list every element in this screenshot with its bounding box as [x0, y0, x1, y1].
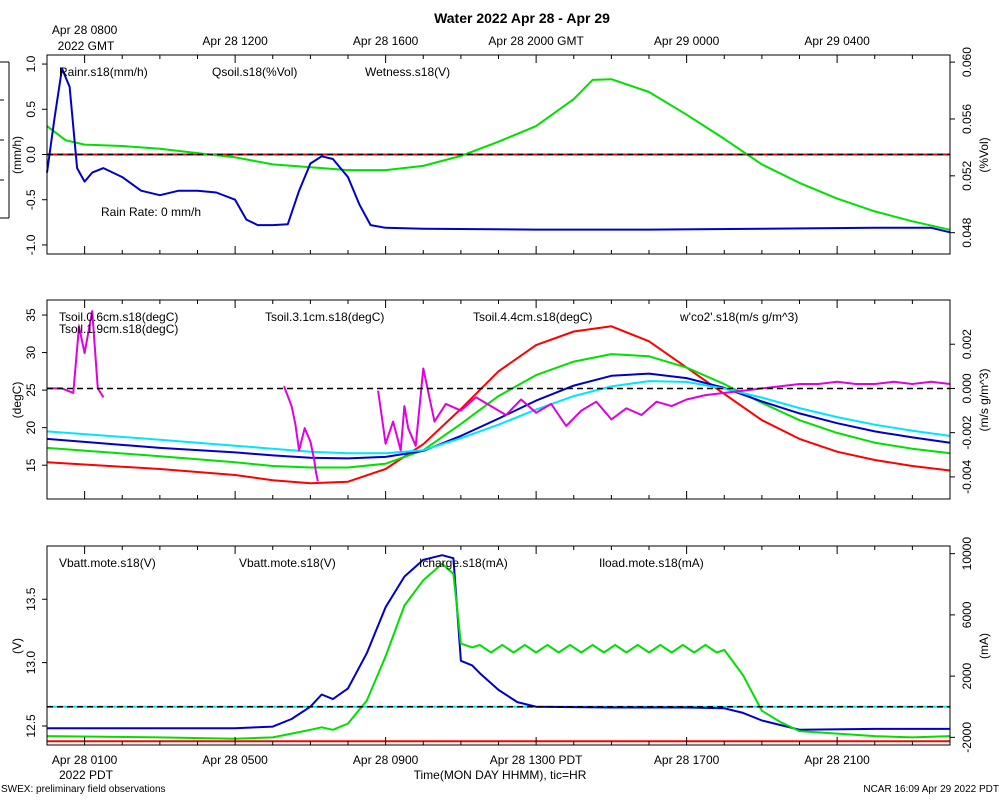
- panel-soil-temperature: 15 20 25 30 35 -0.004 -0.002 0.000 0.002 Tsoil.0…: [10, 299, 991, 500]
- series-qsoil-s18-vol-: [46, 78, 951, 231]
- top-tick-label: Apr 29 0400: [804, 34, 870, 48]
- series-tsoil-0-6cm-s18-degc-: [46, 325, 951, 485]
- left-y-tick-label: 35: [24, 308, 38, 322]
- clipped-colorbar-fragment: [0, 61, 10, 219]
- footer-right: NCAR 16:09 Apr 29 2022 PDT: [863, 784, 999, 795]
- panel-power: 12.5 13.0 13.5 -2000 2000 6000 10000 Vbatt.mot…: [10, 537, 991, 753]
- top-tick-label: Apr 29 0000: [654, 34, 720, 48]
- bottom-tick-label: Apr 28 0500: [202, 753, 268, 767]
- bottom-tick-label: Apr 28 2100: [804, 753, 870, 767]
- series-tsoil-3-1cm-s18-degc-: [46, 372, 951, 460]
- legend-tsoil-3-1: Tsoil.3.1cm.s18(degC): [265, 310, 384, 324]
- rain-rate-annotation: Rain Rate: 0 mm/h: [101, 205, 201, 219]
- bottom-tick-label: Apr 28 1300 PDT: [490, 753, 583, 767]
- legend-tsoil-4-4: Tsoil.4.4cm.s18(degC): [473, 310, 592, 324]
- right-y-tick-label: 0.056: [960, 104, 974, 134]
- left-y-tick-label: -0.5: [24, 189, 38, 210]
- left-y-tick-label: -1.0: [24, 234, 38, 255]
- left-axis-label: (V): [10, 638, 24, 654]
- legend-qsoil: Qsoil.s18(%Vol): [212, 65, 297, 79]
- legend-iload: Iload.mote.s18(mA): [599, 556, 704, 570]
- legend-wetness: Wetness.s18(V): [365, 65, 450, 79]
- left-y-tick-label: 30: [24, 346, 38, 360]
- panel-water-axes: -1.0 -0.5 0.0 0.5 1.0 0.048 0.052 0.056 0.060: [24, 47, 974, 256]
- left-y-tick-label: 13.0: [24, 651, 38, 675]
- right-axis-label: (m/s g/m^3): [977, 369, 991, 432]
- panel-power-series: [46, 554, 951, 743]
- bottom-tick-label: Apr 28 0900: [353, 753, 419, 767]
- legend-vbatt-red: Vbatt.mote.s18(V): [59, 556, 156, 570]
- right-y-tick-label: 2000: [960, 662, 974, 689]
- left-axis-label: (mm/h): [10, 136, 24, 174]
- left-y-tick-label: 0.5: [24, 101, 38, 118]
- series-vbatt-mote-s18-v-: [46, 562, 951, 740]
- panel-power-axes: 12.5 13.0 13.5 -2000 2000 6000 10000: [24, 537, 974, 753]
- panel-soil-temperature-axes: 15 20 25 30 35 -0.004 -0.002 0.000 0.002: [24, 300, 974, 499]
- left-y-tick-label: 20: [24, 421, 38, 435]
- bottom-time-axis: Apr 28 0100 Apr 28 0500 Apr 28 0900 Apr …: [52, 753, 870, 782]
- bottom-tick-label: Apr 28 0100: [52, 753, 118, 767]
- left-y-tick-label: 25: [24, 383, 38, 397]
- panel-power-frame: [46, 545, 951, 746]
- series-w-co2-s18-m-s-g-m-3-: [47, 310, 951, 482]
- left-y-tick-label: 0.0: [24, 146, 38, 163]
- bottom-axis-sublabel: 2022 PDT: [59, 768, 114, 782]
- chart-title: Water 2022 Apr 28 - Apr 29: [434, 10, 610, 26]
- series-tsoil-1-9cm-s18-degc-: [46, 353, 951, 469]
- top-time-axis: Apr 28 0800 Apr 28 1200 Apr 28 1600 Apr …: [52, 23, 870, 53]
- x-axis-title: Time(MON DAY HHMM), tic=HR: [414, 768, 587, 782]
- legend-tsoil-1-9: Tsoil.1.9cm.s18(degC): [59, 322, 178, 336]
- left-axis-label: (degC): [10, 382, 24, 419]
- right-axis-label: (%Vol): [977, 137, 991, 172]
- left-y-tick-label: 12.5: [24, 714, 38, 738]
- right-y-tick-label: 0.048: [960, 217, 974, 247]
- right-y-tick-label: -0.004: [960, 460, 974, 494]
- right-y-tick-label: 0.002: [960, 329, 974, 359]
- top-tick-label: Apr 28 1200: [202, 34, 268, 48]
- legend-rainr: Rainr.s18(mm/h): [59, 65, 148, 79]
- series-icharge-s18-ma-: [47, 554, 950, 731]
- legend-icharge: Icharge.s18(mA): [419, 556, 508, 570]
- panel-soil-temperature-series: [46, 310, 951, 485]
- legend-wco2: w'co2'.s18(m/s g/m^3): [679, 310, 798, 324]
- right-y-tick-label: 0.000: [960, 373, 974, 403]
- top-axis-sublabel: 2022 GMT: [58, 39, 115, 53]
- top-tick-label: Apr 28 1600: [353, 34, 419, 48]
- panel-soil-temperature-frame: [46, 299, 951, 500]
- right-axis-label: (mA): [977, 633, 991, 659]
- left-y-tick-label: 1.0: [24, 55, 38, 72]
- top-tick-label: Apr 28 0800: [52, 23, 118, 37]
- footer-left: SWEX: preliminary field observations: [1, 784, 166, 795]
- right-y-tick-label: 0.060: [960, 47, 974, 77]
- series-wetness-s18-v-: [46, 67, 951, 234]
- left-y-tick-label: 13.5: [24, 587, 38, 611]
- right-y-tick-label: -2000: [960, 722, 974, 753]
- legend-tsoil-0-6: Tsoil.0.6cm.s18(degC): [59, 310, 178, 324]
- right-y-tick-label: -0.002: [960, 415, 974, 449]
- left-y-tick-label: 15: [24, 458, 38, 472]
- series-tsoil-4-4cm-s18-degc-: [46, 380, 951, 455]
- top-tick-label: Apr 28 2000 GMT: [488, 34, 584, 48]
- right-y-tick-label: 6000: [960, 601, 974, 628]
- right-y-tick-label: 10000: [960, 537, 974, 571]
- panel-water: -1.0 -0.5 0.0 0.5 1.0 0.048 0.052 0.056 0.060 Ra…: [10, 47, 991, 256]
- legend-vbatt-green: Vbatt.mote.s18(V): [239, 556, 336, 570]
- right-y-tick-label: 0.052: [960, 160, 974, 190]
- bottom-tick-label: Apr 28 1700: [654, 753, 720, 767]
- panel-water-series: [46, 67, 951, 234]
